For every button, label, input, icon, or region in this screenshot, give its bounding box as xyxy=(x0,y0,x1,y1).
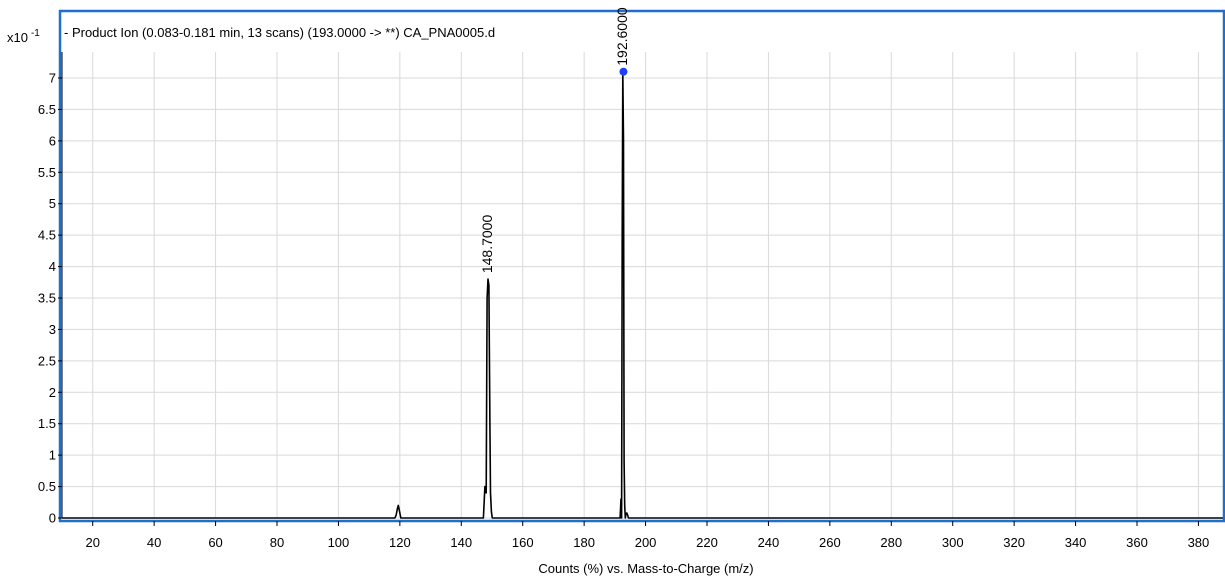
y-tick-label: 5 xyxy=(49,196,56,211)
series-layer xyxy=(62,70,1223,519)
x-tick-label: 280 xyxy=(880,535,902,550)
y-tick-label: 0.5 xyxy=(38,479,56,494)
y-tick-label: 7 xyxy=(49,71,56,86)
axes: 0 0.5 1 1.5 2 2.5 3 3.5 4 4.5 5 5.5 6 6.5 7 20 40 60 80 100… xyxy=(38,52,1209,550)
x-tick-label: 40 xyxy=(147,535,161,550)
y-tick-label: 6 xyxy=(49,133,56,148)
text-layer: - Product Ion (0.083-0.181 min, 13 scans… xyxy=(7,25,754,576)
peak-label: 192.6000 xyxy=(614,7,630,66)
x-tick-label: 220 xyxy=(696,535,718,550)
x-tick-label: 300 xyxy=(942,535,964,550)
x-tick-label: 200 xyxy=(635,535,657,550)
y-multiplier-base: x10 xyxy=(7,30,28,45)
y-tick-label: 3.5 xyxy=(38,291,56,306)
x-tick-label: 340 xyxy=(1065,535,1087,550)
y-tick-label: 3 xyxy=(49,322,56,337)
x-tick-label: 160 xyxy=(512,535,534,550)
peak-marker xyxy=(619,67,628,76)
peak-label: 148.7000 xyxy=(479,215,495,274)
y-tick-label: 2.5 xyxy=(38,353,56,368)
y-multiplier-exponent: -1 xyxy=(31,28,40,39)
y-tick-label: 6.5 xyxy=(38,102,56,117)
x-axis-label: Counts (%) vs. Mass-to-Charge (m/z) xyxy=(538,561,753,576)
y-tick-label: 5.5 xyxy=(38,165,56,180)
y-tick-label: 1.5 xyxy=(38,416,56,431)
chart-title: - Product Ion (0.083-0.181 min, 13 scans… xyxy=(64,25,495,40)
x-tick-label: 100 xyxy=(328,535,350,550)
window-frame xyxy=(58,9,1225,523)
y-tick-label: 2 xyxy=(49,385,56,400)
peak-labels: 148.7000 192.6000 xyxy=(479,7,630,273)
x-tick-label: 20 xyxy=(85,535,99,550)
y-tick-label: 1 xyxy=(49,448,56,463)
spectrum-series-line xyxy=(62,70,1223,519)
grid xyxy=(62,52,1223,519)
x-tick-label: 120 xyxy=(389,535,411,550)
x-tick-label: 60 xyxy=(208,535,222,550)
x-tick-label: 180 xyxy=(573,535,595,550)
y-tick-label: 4.5 xyxy=(38,228,56,243)
x-tick-label: 260 xyxy=(819,535,841,550)
x-tick-label: 380 xyxy=(1188,535,1210,550)
x-tick-label: 360 xyxy=(1126,535,1148,550)
x-tick-label: 240 xyxy=(758,535,780,550)
y-multiplier-label: x10 -1 xyxy=(7,28,40,45)
x-tick-label: 320 xyxy=(1003,535,1025,550)
y-tick-label: 4 xyxy=(49,259,56,274)
x-tick-label: 80 xyxy=(270,535,284,550)
y-tick-label: 0 xyxy=(49,511,56,526)
plot-frame xyxy=(58,9,1225,523)
x-tick-label: 140 xyxy=(450,535,472,550)
